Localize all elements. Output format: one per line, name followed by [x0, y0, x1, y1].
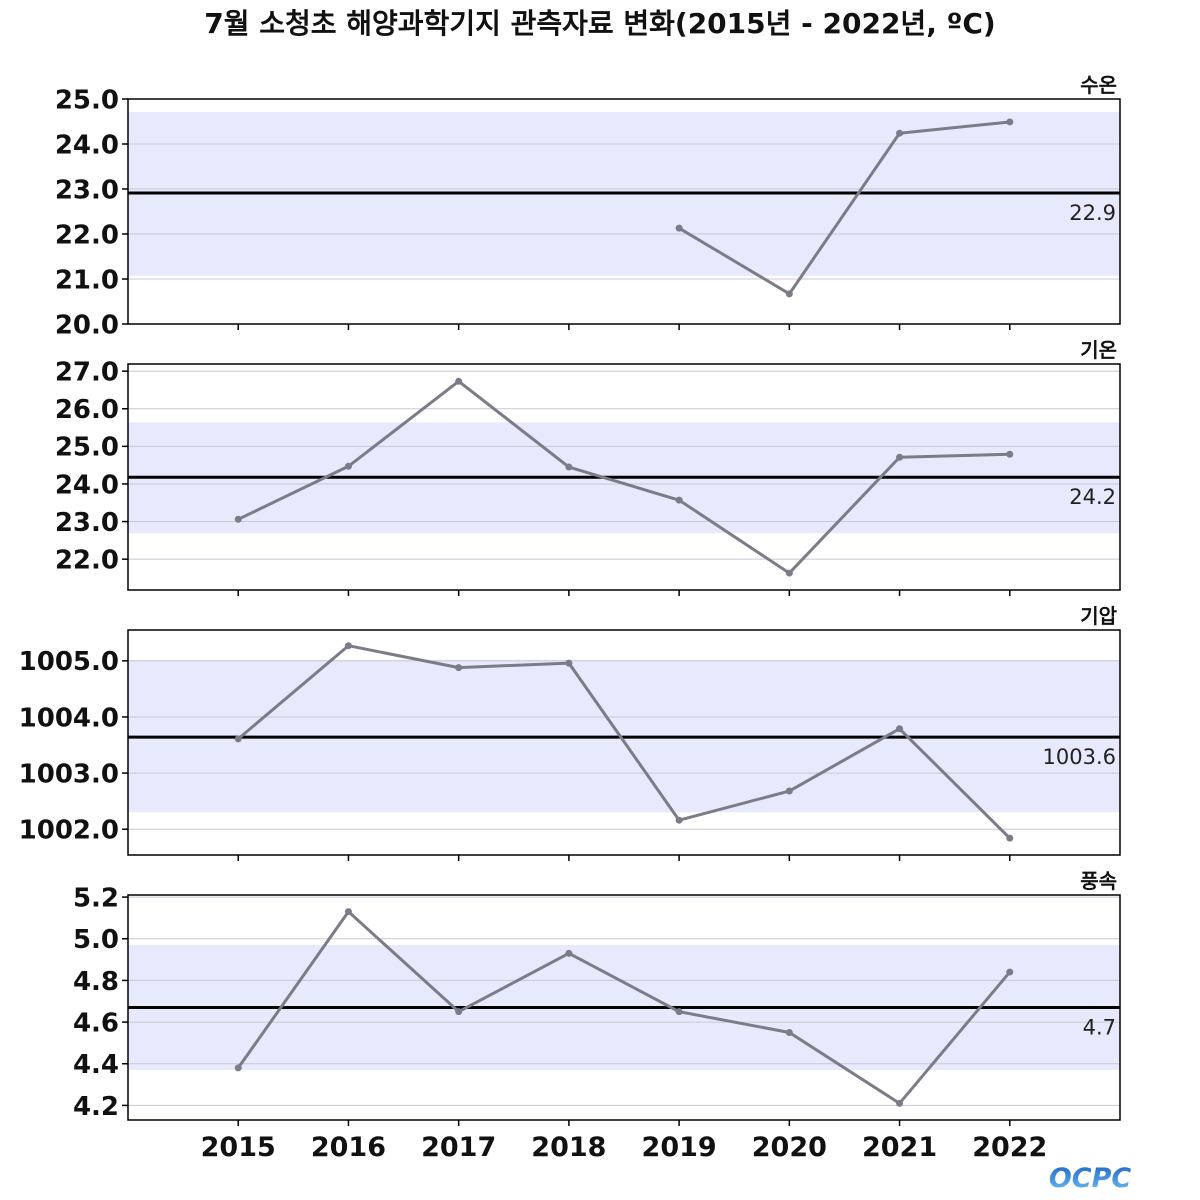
data-point [565, 463, 573, 471]
data-point [234, 735, 242, 743]
panel-label: 기압 [1080, 604, 1117, 628]
y-tick-label: 22.0 [55, 546, 119, 576]
panel-frame [127, 363, 1121, 591]
chart-title: 7월 소청초 해양과학기지 관측자료 변화(2015년 - 2022년, ºC) [204, 7, 995, 40]
panel-water-temperature: 20.0 21.0 22.0 23.0 24.0 25.0 22.9 수온 [55, 73, 1121, 340]
data-point [565, 659, 573, 667]
y-tick-label: 26.0 [55, 395, 119, 425]
y-tick-label: 25.0 [55, 85, 119, 115]
x-tick-label: 2018 [531, 1132, 606, 1163]
x-axis-labels: 2015 2016 2017 2018 2019 2020 2021 2022 [201, 1132, 1048, 1163]
y-tick-label: 25.0 [55, 433, 119, 463]
y-tick-label: 1004.0 [19, 703, 119, 733]
y-tick-label: 23.0 [55, 175, 119, 205]
data-point [344, 642, 352, 650]
ocpc-logo: OCPC [1049, 1163, 1132, 1194]
data-point [455, 664, 463, 672]
y-tick-label: 4.4 [73, 1050, 119, 1080]
y-tick-label: 5.2 [73, 883, 119, 913]
panel-label: 수온 [1080, 73, 1117, 97]
x-tick-label: 2020 [752, 1132, 827, 1163]
data-point [1006, 450, 1014, 458]
data-point [785, 1029, 793, 1036]
panel-wind-speed: 4.2 4.4 4.6 4.8 5.0 5.2 4.7 풍속 [73, 869, 1121, 1126]
mean-value-label: 4.7 [1083, 1016, 1116, 1040]
panel-label: 풍속 [1080, 869, 1117, 893]
panel-frame [127, 894, 1121, 1121]
data-point [234, 515, 242, 523]
data-point [896, 453, 904, 461]
data-point [896, 725, 904, 733]
y-tick-label: 22.0 [55, 220, 119, 250]
data-point [344, 462, 352, 470]
y-tick-label: 24.0 [55, 470, 119, 500]
series-line [237, 379, 1010, 575]
data-point [675, 1008, 683, 1016]
data-point [1006, 118, 1014, 126]
mean-value-label: 24.2 [1069, 485, 1116, 509]
y-tick-label: 20.0 [55, 310, 119, 340]
y-tick-label: 24.0 [55, 130, 119, 160]
y-tick-label: 1002.0 [19, 816, 119, 846]
x-tick-label: 2019 [642, 1132, 717, 1163]
panel-air-pressure: 1002.0 1003.0 1004.0 1005.0 1003.6 기압 [19, 604, 1121, 861]
data-point [785, 290, 793, 298]
data-point [455, 1008, 463, 1016]
y-tick-label: 1005.0 [19, 647, 119, 677]
x-tick-label: 2021 [862, 1132, 937, 1163]
series-line [236, 910, 1011, 1105]
chart-panels: 20.0 21.0 22.0 23.0 24.0 25.0 22.9 수온 22.0 23.0 24… [19, 73, 1121, 1126]
x-tick-label: 2016 [311, 1132, 386, 1163]
y-tick-label: 4.2 [73, 1092, 119, 1122]
data-point [1006, 834, 1014, 842]
x-tick-label: 2022 [972, 1132, 1047, 1163]
data-point [675, 496, 683, 504]
y-tick-label: 4.6 [73, 1008, 119, 1038]
data-point [896, 129, 904, 137]
data-point [785, 569, 793, 577]
data-point [455, 377, 463, 385]
series-line [237, 644, 1011, 840]
data-point [1006, 968, 1014, 976]
y-tick-label: 23.0 [55, 508, 119, 538]
data-point [896, 1099, 904, 1107]
series-line [678, 120, 1010, 296]
y-tick-label: 1003.0 [19, 759, 119, 789]
panel-air-temperature: 22.0 23.0 24.0 25.0 26.0 27.0 24.2 기온 [55, 338, 1121, 596]
x-tick-label: 2015 [201, 1132, 276, 1163]
y-tick-label: 4.8 [73, 967, 119, 997]
y-tick-label: 21.0 [55, 265, 119, 295]
mean-value-label: 1003.6 [1043, 745, 1116, 769]
data-point [344, 908, 352, 916]
panel-frame [127, 98, 1121, 325]
data-point [675, 816, 683, 824]
mean-value-label: 22.9 [1069, 201, 1116, 225]
y-tick-label: 27.0 [55, 358, 119, 388]
data-point [785, 787, 793, 795]
y-tick-label: 5.0 [73, 925, 119, 955]
data-point [675, 224, 683, 232]
data-point [234, 1064, 242, 1072]
panel-frame [127, 629, 1121, 856]
x-tick-label: 2017 [421, 1132, 496, 1163]
panel-label: 기온 [1080, 338, 1117, 362]
data-point [565, 949, 573, 957]
